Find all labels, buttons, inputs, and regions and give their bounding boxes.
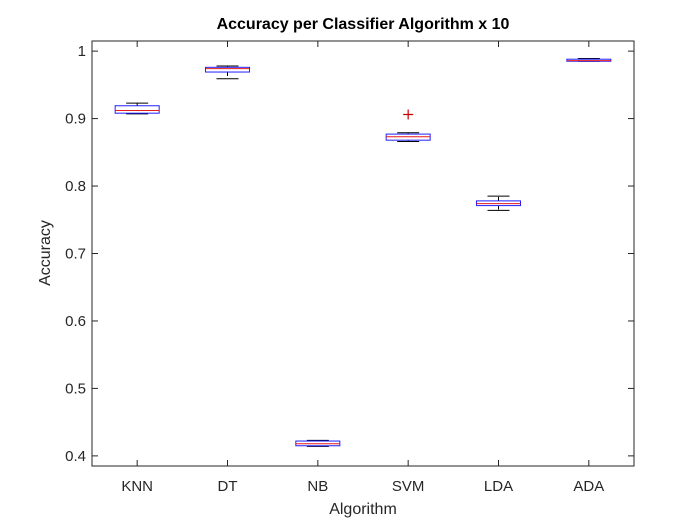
- y-axis-label: Accuracy: [37, 220, 54, 286]
- x-tick-label: ADA: [573, 478, 604, 495]
- x-tick-label: NB: [307, 478, 328, 495]
- box-dt: [205, 66, 250, 73]
- x-axis-label: Algorithm: [329, 501, 397, 518]
- x-tick-label: LDA: [484, 478, 513, 495]
- y-tick-label: 0.5: [65, 380, 86, 397]
- y-tick-label: 0.6: [65, 313, 86, 330]
- y-tick-label: 1: [78, 43, 86, 60]
- x-tick-label: DT: [218, 478, 238, 495]
- box-knn: [114, 105, 160, 114]
- outlier-marker: [403, 109, 414, 120]
- y-tick-label: 0.7: [65, 246, 86, 263]
- x-tick-label: SVM: [392, 478, 425, 495]
- plot-area: 0.4 0.5 0.6 0.7 0.8 0.9 1 KNN DT NB SVM LDA ADA: [65, 40, 635, 495]
- y-tick-label: 0.8: [65, 178, 86, 195]
- chart-title: Accuracy per Classifier Algorithm x 10: [217, 16, 510, 33]
- x-tick-label: KNN: [121, 478, 153, 495]
- y-tick-label: 0.4: [65, 448, 86, 465]
- y-tick-label: 0.9: [65, 111, 86, 128]
